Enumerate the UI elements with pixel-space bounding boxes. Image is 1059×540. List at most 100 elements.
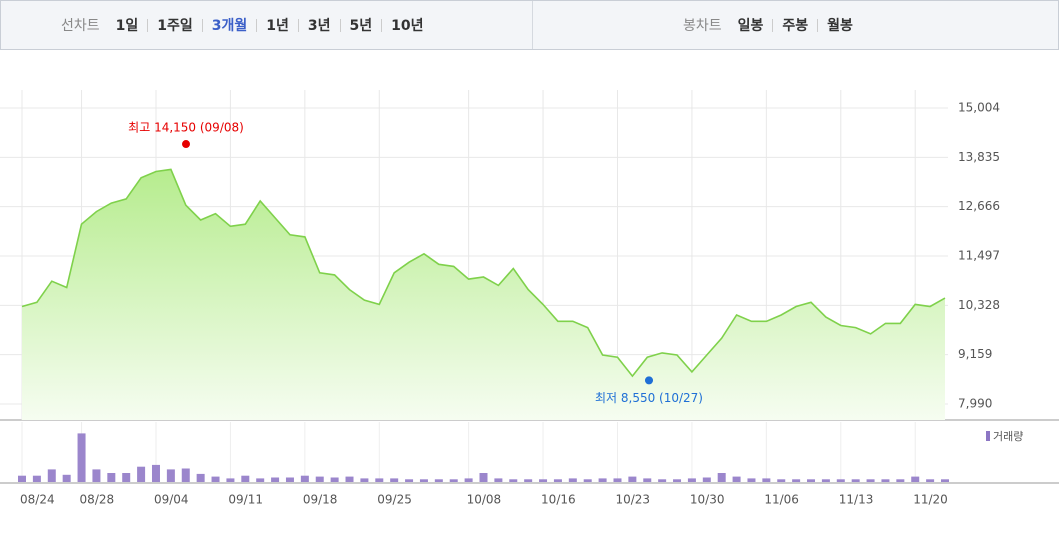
x-tick-label: 08/24 <box>20 493 55 507</box>
volume-legend: 거래량 <box>993 430 1023 443</box>
x-tick-label: 11/13 <box>839 493 874 507</box>
volume-bar <box>32 475 41 482</box>
volume-bar <box>271 477 280 482</box>
volume-bar <box>18 475 26 482</box>
volume-bar <box>747 478 756 482</box>
volume-bar <box>47 469 56 482</box>
toolbar-button[interactable]: 1년 <box>266 18 289 34</box>
separator <box>201 18 203 32</box>
toolbar-button[interactable]: 3년 <box>307 18 331 34</box>
line-chart-label: 선차트 <box>61 18 100 34</box>
x-tick-label: 11/06 <box>764 493 799 507</box>
x-tick-label: 10/23 <box>615 493 650 507</box>
volume-bar <box>494 478 503 482</box>
separator <box>817 18 819 32</box>
volume-bar <box>315 476 324 482</box>
volume-bar <box>464 478 473 482</box>
line-chart-periods: 선차트 1일 1주일 3개월 1년 3년 5년 10년 <box>1 1 533 49</box>
chart: 거래량 15,004 13,835 12,666 11,497 10,328 9,159 7… <box>0 90 1059 507</box>
toolbar-button[interactable]: 월봉 <box>827 18 853 34</box>
volume-bar <box>539 479 548 482</box>
volume-bar <box>107 473 116 482</box>
volume-bar <box>851 479 860 482</box>
volume-bar <box>911 476 920 482</box>
volume-bar <box>434 479 443 482</box>
low-label: 최저 8,550 (10/27) <box>595 391 703 405</box>
volume-bar <box>598 478 607 482</box>
volume-bar <box>673 479 682 482</box>
x-tick-label: 10/08 <box>467 493 502 507</box>
volume-bar <box>553 479 562 482</box>
volume-bar <box>256 478 265 482</box>
toolbar-button[interactable]: 일봉 <box>737 18 764 34</box>
volume-bar <box>687 478 696 482</box>
volume-bar <box>226 478 235 482</box>
volume-bar <box>360 478 369 482</box>
volume-bar <box>836 479 845 482</box>
volume-bar <box>866 479 875 482</box>
x-tick-label: 09/04 <box>154 493 189 507</box>
volume-bar <box>122 473 131 482</box>
volume-bar <box>405 479 414 482</box>
volume-bar <box>568 478 577 482</box>
volume-bar <box>777 479 786 482</box>
volume-bar <box>732 476 741 482</box>
x-tick-label: 09/18 <box>303 493 338 507</box>
volume-bar <box>821 479 830 482</box>
candle-chart-types: 봉차트 일봉 주봉 월봉 <box>533 1 1058 49</box>
volume-bar <box>62 474 71 482</box>
volume-bar <box>643 478 652 482</box>
candle-chart-label: 봉차트 <box>683 18 722 34</box>
x-tick-label: 10/16 <box>541 493 576 507</box>
high-label: 최고 14,150 (09/08) <box>128 121 244 135</box>
price-area <box>22 169 945 420</box>
y-tick-label: 10,328 <box>958 298 1000 312</box>
volume-bar <box>241 475 250 482</box>
volume-bar <box>941 479 949 482</box>
y-tick-label: 15,004 <box>958 101 1000 115</box>
low-marker <box>645 376 653 385</box>
volume-bar <box>285 477 294 482</box>
x-tick-label: 08/28 <box>80 493 115 507</box>
y-tick-label: 11,497 <box>958 249 1000 263</box>
volume-bar <box>300 475 309 482</box>
volume-bar <box>92 469 101 482</box>
volume-bar <box>702 477 711 482</box>
volume-bar <box>375 478 384 482</box>
volume-bar <box>77 433 86 482</box>
volume-bar <box>628 476 637 482</box>
volume-bar <box>762 478 771 482</box>
toolbar-button[interactable]: 10년 <box>391 18 424 34</box>
high-marker <box>182 140 190 149</box>
volume-bar <box>390 478 399 482</box>
volume-bar <box>137 466 146 482</box>
volume-bar <box>181 468 190 482</box>
volume-bar <box>807 479 816 482</box>
toolbar-button[interactable]: 주봉 <box>782 18 809 34</box>
volume-bar <box>613 478 622 482</box>
volume-bar <box>658 479 667 482</box>
volume-bar <box>196 473 205 482</box>
toolbar-button[interactable]: 5년 <box>349 18 373 34</box>
volume-bar <box>896 479 905 482</box>
y-tick-label: 12,666 <box>958 199 1000 213</box>
separator <box>339 18 341 32</box>
x-tick-label: 10/30 <box>690 493 725 507</box>
x-tick-label: 09/25 <box>377 493 412 507</box>
volume-bar <box>717 473 726 482</box>
x-tick-label: 11/20 <box>913 493 948 507</box>
volume-bar <box>881 479 890 482</box>
toolbar-button[interactable]: 3개월 <box>211 18 248 34</box>
y-tick-label: 13,835 <box>958 150 1000 164</box>
volume-bar <box>211 476 220 482</box>
volume-bar <box>330 477 339 482</box>
volume-bar <box>166 469 175 482</box>
volume-bar <box>926 479 935 482</box>
separator <box>147 18 149 32</box>
x-tick-label: 09/11 <box>228 493 263 507</box>
toolbar-button[interactable]: 1일 <box>115 18 139 34</box>
separator <box>772 18 774 32</box>
volume-bar <box>419 479 428 482</box>
toolbar-button[interactable]: 1주일 <box>157 18 193 34</box>
